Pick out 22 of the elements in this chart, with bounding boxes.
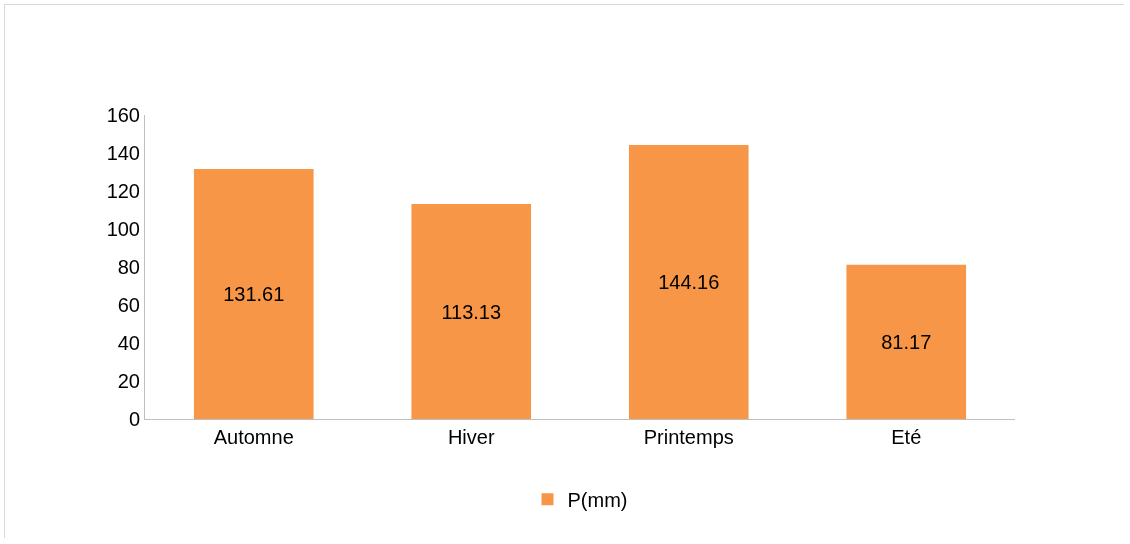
x-tick-label: Eté [891, 426, 922, 448]
x-tick-label: Automne [213, 426, 294, 448]
y-tick-label: 20 [117, 370, 140, 392]
y-tick-label: 80 [117, 256, 140, 278]
y-tick-label: 140 [106, 142, 140, 164]
bar [846, 264, 967, 419]
y-tick-label: 60 [117, 294, 140, 316]
y-tick-label: 120 [106, 180, 140, 202]
bar [411, 204, 532, 419]
y-tick-label: 160 [106, 104, 140, 126]
data-label: 144.16 [658, 271, 720, 294]
bar [193, 168, 314, 419]
y-tick-label: 40 [117, 332, 140, 354]
legend-label: P(mm) [567, 489, 628, 512]
data-label: 131.61 [223, 282, 285, 305]
data-label: 113.13 [441, 300, 502, 323]
y-tick-label: 100 [106, 218, 140, 240]
x-tick-label: Printemps [643, 426, 734, 448]
y-tick-label: 0 [128, 408, 140, 430]
x-tick-label: Hiver [447, 426, 495, 448]
data-label: 81.17 [881, 330, 932, 353]
bar [628, 145, 749, 419]
